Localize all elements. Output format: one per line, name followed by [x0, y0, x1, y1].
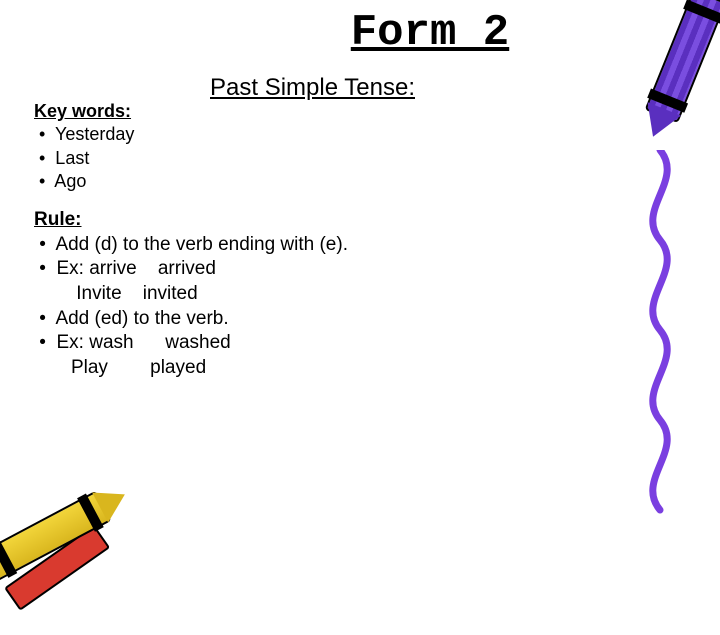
- keywords-heading: Key words:: [34, 100, 134, 123]
- rules-list: • Add (d) to the verb ending with (e). •…: [34, 233, 348, 381]
- rules-line: Invite invited: [34, 282, 348, 307]
- rules-line: Play played: [34, 356, 348, 381]
- keywords-section: Key words: • Yesterday • Last • Ago: [34, 100, 134, 194]
- rules-line: • Add (ed) to the verb.: [34, 307, 348, 332]
- keywords-item: • Last: [34, 147, 134, 170]
- keywords-item: • Yesterday: [34, 123, 134, 146]
- rules-section: Rule: • Add (d) to the verb ending with …: [34, 208, 348, 381]
- page-subtitle: Past Simple Tense:: [210, 74, 415, 102]
- keywords-list: • Yesterday • Last • Ago: [34, 123, 134, 193]
- rules-heading: Rule:: [34, 208, 348, 233]
- squiggle-icon: [630, 150, 690, 530]
- rules-line: • Ex: arrive arrived: [34, 257, 348, 282]
- keywords-item: • Ago: [34, 170, 134, 193]
- rules-line: • Ex: wash washed: [34, 331, 348, 356]
- page-title: Form 2: [0, 8, 720, 58]
- rules-line: • Add (d) to the verb ending with (e).: [34, 233, 348, 258]
